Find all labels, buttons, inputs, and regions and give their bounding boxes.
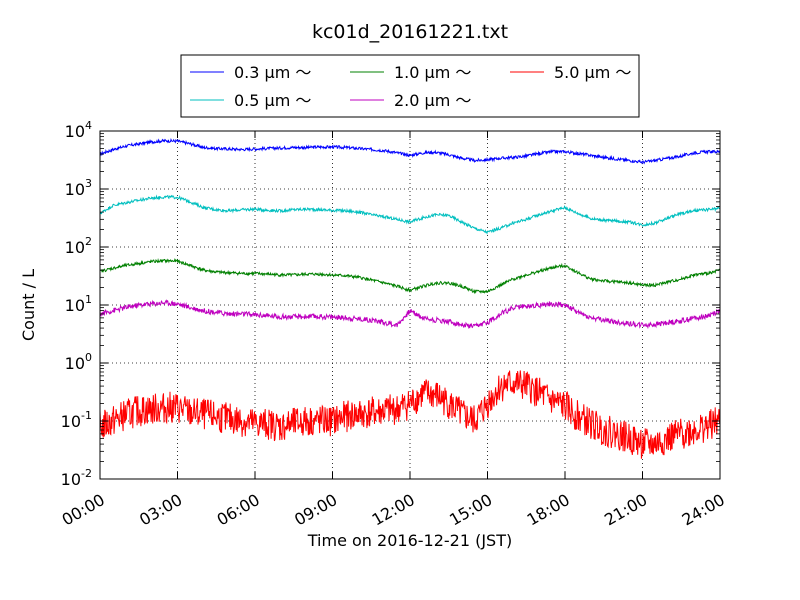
y-tick-labels: 10-2 10-1 100 101 102 103 104 [61,119,92,489]
series-line-3 [99,299,721,330]
legend-box [180,54,640,118]
y-axis-label: Count / L [19,269,38,341]
y-tick-label: 10-2 [61,467,92,489]
series-line-4 [99,370,721,459]
x-tick-label: 21:00 [601,490,650,530]
gridlines [100,131,720,479]
x-axis-label: Time on 2016-12-21 (JST) [307,531,512,550]
x-tick-label: 18:00 [524,490,573,530]
legend: 0.3 μm ～ 0.5 μm ～ 1.0 μm ～ 2.0 μm ～ 5.0 μm ～ [180,54,640,118]
x-tick-label: 24:00 [679,490,728,530]
x-tick-label: 00:00 [59,490,108,530]
axis-ticks [99,130,721,480]
series-line-0 [99,137,721,165]
x-tick-label: 06:00 [214,490,263,530]
legend-label: 5.0 μm ～ [554,63,631,82]
legend-label: 0.5 μm ～ [234,91,311,110]
x-tick-label: 09:00 [291,490,340,530]
y-tick-label: 101 [65,293,92,315]
y-tick-label: 10-1 [61,409,92,431]
chart-title: kc01d_20161221.txt [312,21,508,43]
x-tick-label: 15:00 [446,490,495,530]
series-lines [99,137,721,459]
y-tick-label: 100 [65,351,92,373]
legend-label: 2.0 μm ～ [394,91,471,110]
series-line-2 [99,257,721,295]
legend-label: 0.3 μm ～ [234,63,311,82]
x-tick-label: 03:00 [136,490,185,530]
series-line-1 [99,194,721,235]
x-tick-label: 12:00 [369,490,418,530]
y-tick-label: 102 [65,235,92,257]
x-tick-labels: 00:00 03:00 06:00 09:00 12:00 15:00 18:00 21:00… [59,490,728,530]
y-tick-label: 103 [65,177,92,199]
legend-label: 1.0 μm ～ [394,63,471,82]
y-tick-label: 104 [65,119,92,141]
